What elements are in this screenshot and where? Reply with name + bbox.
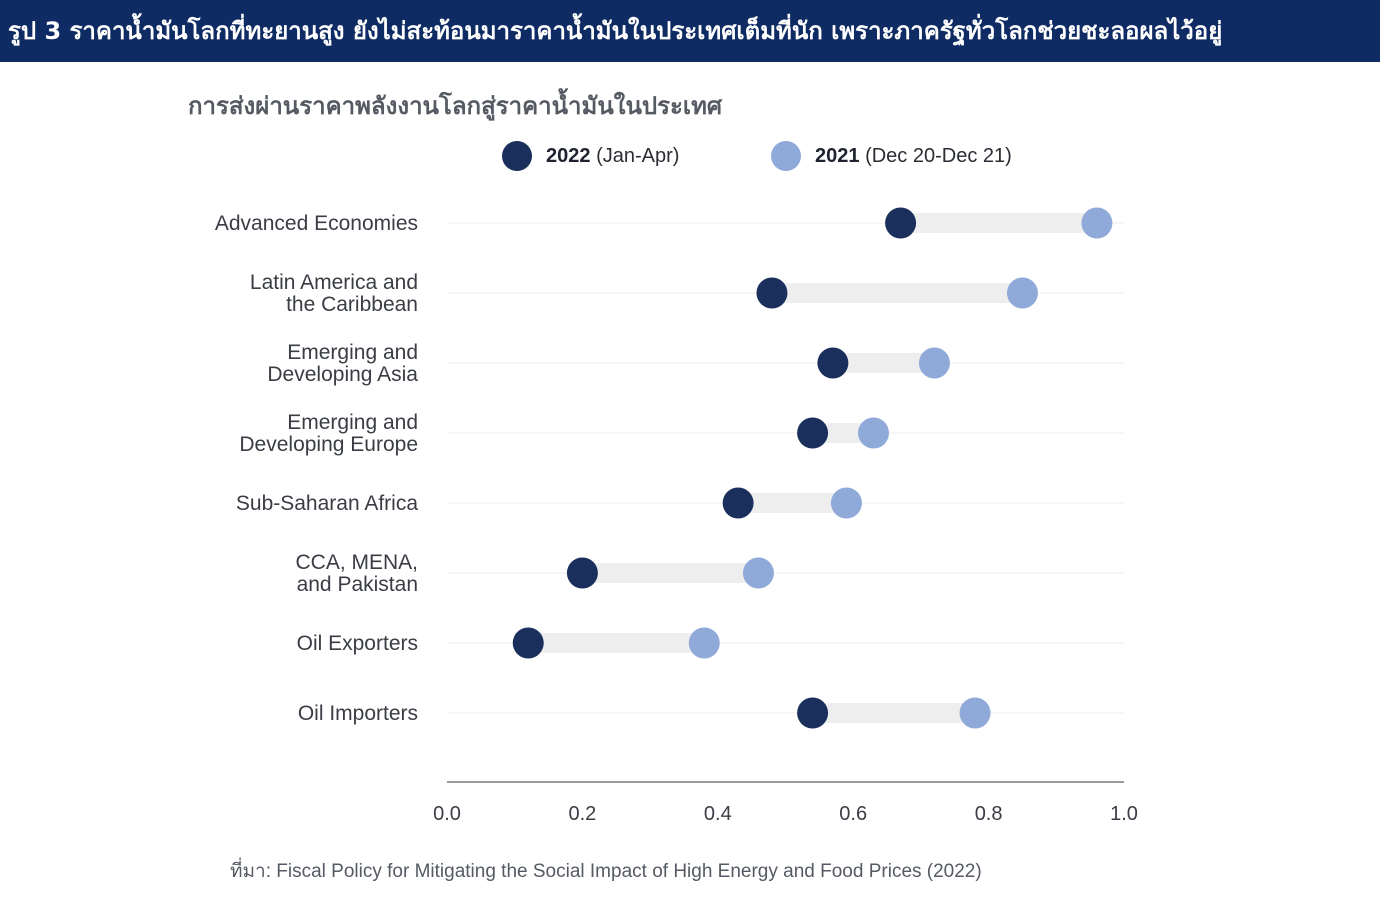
- category-label: Sub-Saharan Africa: [236, 492, 418, 515]
- legend-item-2022: 2022 (Jan-Apr): [502, 138, 679, 174]
- category-label: Emerging and Developing Europe: [239, 411, 418, 456]
- x-tick-label: 0.0: [433, 803, 461, 825]
- dumbbell-connector: [832, 353, 935, 373]
- x-tick-label: 0.2: [568, 803, 596, 825]
- x-tick-label: 1.0: [1110, 803, 1138, 825]
- dumbbell-connector: [771, 283, 1023, 303]
- legend-series-2021: 2021: [815, 144, 860, 167]
- legend-item-2021: 2021 (Dec 20-Dec 21): [771, 138, 1012, 174]
- point-2022: [566, 557, 598, 589]
- dumbbell-connector: [812, 703, 976, 723]
- x-tick-label: 0.6: [839, 803, 867, 825]
- point-2021: [688, 627, 720, 659]
- x-tick-label: 0.8: [975, 803, 1003, 825]
- category-label: Advanced Economies: [215, 212, 418, 235]
- legend-label-2022: 2022 (Jan-Apr): [546, 145, 679, 168]
- dumbbell-connector: [900, 213, 1097, 233]
- point-2021: [742, 557, 774, 589]
- legend-period-2021: (Dec 20-Dec 21): [865, 144, 1012, 167]
- point-2021: [830, 487, 862, 519]
- point-2022: [512, 627, 544, 659]
- category-label: CCA, MENA, and Pakistan: [295, 551, 418, 596]
- dumbbell-connector: [738, 493, 847, 513]
- dumbbell-connector: [528, 633, 705, 653]
- point-2021: [1006, 277, 1038, 309]
- legend-marker-2022: [502, 141, 532, 171]
- dumbbell-connector: [582, 563, 759, 583]
- point-2021: [858, 417, 890, 449]
- category-label: Oil Exporters: [297, 632, 418, 655]
- source-note: ที่มา: Fiscal Policy for Mitigating the …: [230, 861, 982, 882]
- point-2022: [722, 487, 754, 519]
- chart-title: การส่งผ่านราคาพลังงานโลกสู่ราคาน้ำมันในป…: [188, 92, 723, 120]
- legend-label-2021: 2021 (Dec 20-Dec 21): [815, 145, 1012, 168]
- point-2021: [918, 347, 950, 379]
- point-2022: [797, 697, 829, 729]
- legend-series-2022: 2022: [546, 144, 591, 167]
- point-2022: [885, 207, 917, 239]
- category-label: Oil Importers: [298, 702, 418, 725]
- legend-marker-2021: [771, 141, 801, 171]
- legend-period-2022: (Jan-Apr): [596, 144, 680, 167]
- point-2021: [1081, 207, 1113, 239]
- category-label: Latin America and the Caribbean: [250, 271, 418, 316]
- point-2022: [797, 417, 829, 449]
- x-tick-label: 0.4: [704, 803, 732, 825]
- figure-title-banner: รูป 3 ราคาน้ำมันโลกที่ทะยานสูง ยังไม่สะท…: [0, 0, 1380, 62]
- point-2022: [817, 347, 849, 379]
- point-2021: [959, 697, 991, 729]
- dumbbell-connector: [812, 423, 874, 443]
- point-2022: [756, 277, 788, 309]
- category-label: Emerging and Developing Asia: [267, 341, 418, 386]
